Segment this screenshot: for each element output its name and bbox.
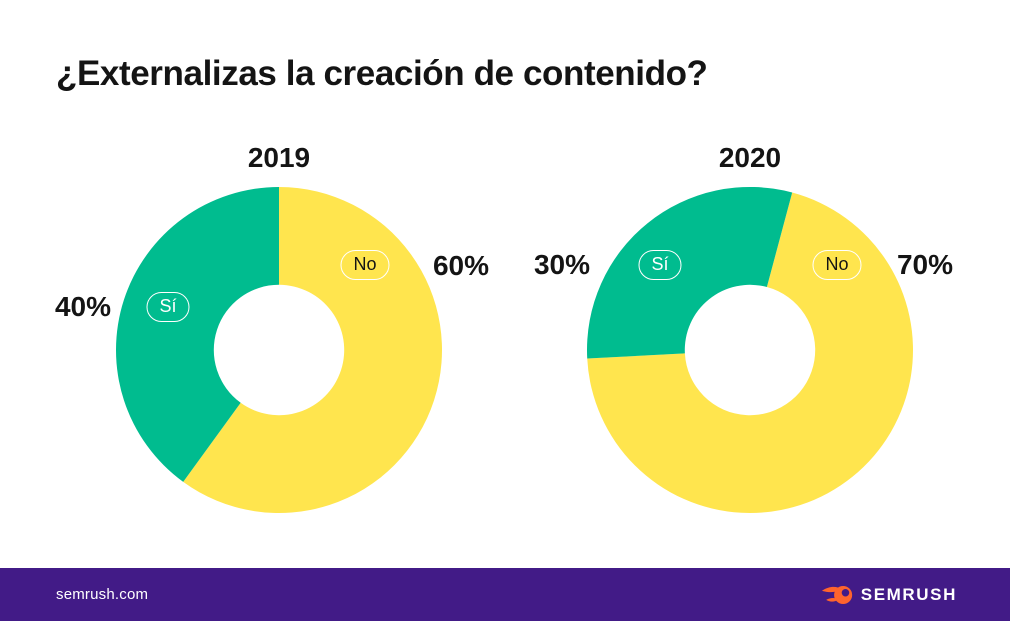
page-title: ¿Externalizas la creación de contenido? [56, 54, 708, 93]
semrush-flame-icon [821, 585, 852, 604]
percent-label-no-2019: 60% [432, 250, 490, 281]
chart-title-2019: 2019 [247, 142, 311, 173]
footer-bar: semrush.com SEMRUSH [0, 568, 1010, 621]
percent-label-yes-2020: 30% [533, 249, 591, 280]
pill-label-no-2020: No [812, 250, 862, 280]
donut-slice-sí-2019 [116, 187, 279, 482]
donut-chart-2019: 2019 [114, 142, 444, 515]
semrush-logo: SEMRUSH [821, 583, 957, 607]
semrush-wordmark: SEMRUSH [860, 584, 957, 604]
donut-slice-sí-2020 [587, 186, 793, 359]
donut-chart-2020: 2020 [585, 142, 915, 515]
donut-svg-2020 [587, 186, 913, 514]
percent-label-no-2020: 70% [896, 249, 954, 280]
footer-site-url: semrush.com [56, 586, 149, 603]
percent-label-yes-2019: 40% [54, 291, 112, 322]
donut-svg-2019 [116, 187, 442, 513]
chart-title-2020: 2020 [718, 142, 782, 173]
pill-label-yes-2020: Sí [638, 250, 682, 280]
pill-label-yes-2019: Sí [146, 292, 190, 322]
pill-label-no-2019: No [340, 250, 390, 280]
